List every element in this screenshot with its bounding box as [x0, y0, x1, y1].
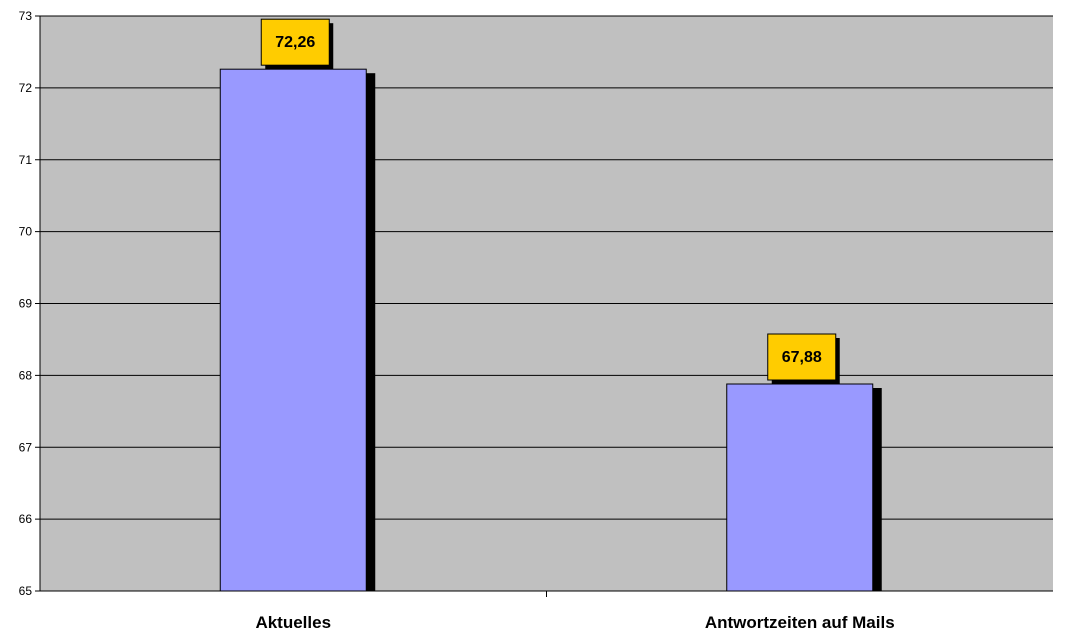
data-label: 72,26 — [275, 34, 315, 51]
y-tick-label: 68 — [19, 368, 33, 382]
y-tick-label: 67 — [19, 440, 33, 454]
data-label-box — [260, 18, 330, 66]
y-tick-label: 73 — [19, 9, 33, 23]
y-axis-ticks: 65 66 67 68 69 70 71 72 73 — [19, 9, 40, 598]
x-category-label: Aktuelles — [255, 613, 331, 632]
y-tick-label: 71 — [19, 153, 33, 167]
bars — [219, 68, 882, 592]
y-tick-label: 70 — [19, 225, 33, 239]
data-label-box — [767, 333, 837, 381]
y-tick-label: 65 — [19, 584, 33, 598]
x-category-label: Antwortzeiten auf Mails — [705, 613, 895, 632]
bar — [726, 383, 874, 592]
y-tick-label: 66 — [19, 512, 33, 526]
y-tick-label: 72 — [19, 81, 33, 95]
bar — [219, 68, 367, 592]
x-axis-labels: Aktuelles Antwortzeiten auf Mails — [255, 591, 895, 632]
data-labels: 72,26 67,88 — [260, 18, 840, 384]
data-label: 67,88 — [782, 349, 822, 366]
y-tick-label: 69 — [19, 297, 33, 311]
